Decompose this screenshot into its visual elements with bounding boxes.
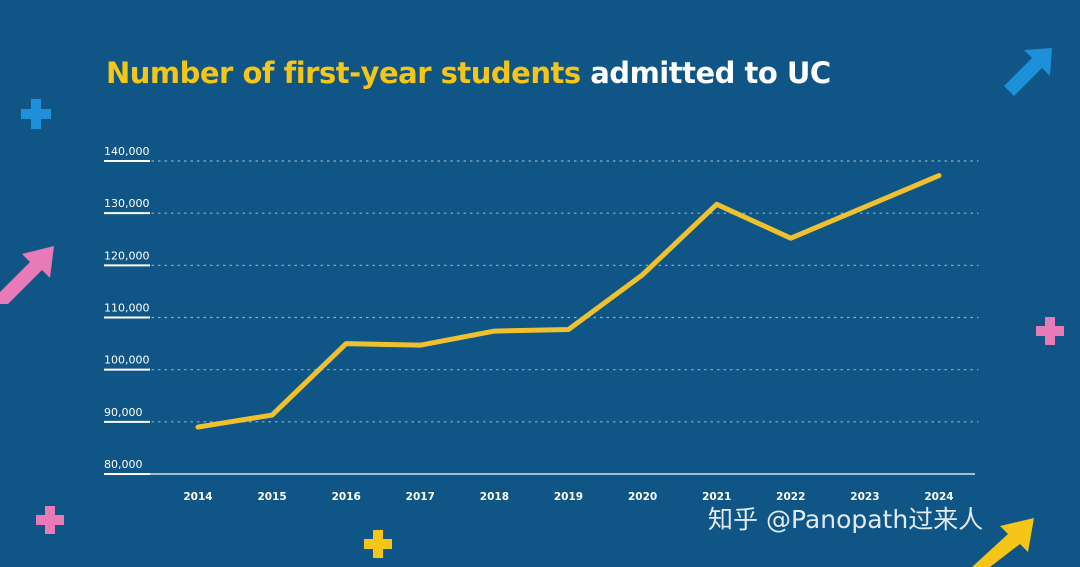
y-tick-label: 100,000 xyxy=(104,354,150,367)
y-tick-label: 130,000 xyxy=(104,197,150,210)
chart-title: Number of first-year students admitted t… xyxy=(106,56,831,90)
plus-icon xyxy=(1036,317,1064,345)
x-tick-label: 2022 xyxy=(776,491,805,503)
y-tick-label: 140,000 xyxy=(104,145,150,158)
x-tick-label: 2021 xyxy=(702,491,731,503)
x-tick-label: 2019 xyxy=(554,491,583,503)
x-tick-label: 2023 xyxy=(850,491,879,503)
x-tick-label: 2024 xyxy=(924,491,953,503)
arrow-up-right-icon xyxy=(0,246,54,304)
y-tick-label: 90,000 xyxy=(104,406,143,419)
y-tick-label: 120,000 xyxy=(104,249,150,262)
x-tick-label: 2017 xyxy=(406,491,435,503)
plus-icon xyxy=(36,506,64,534)
x-tick-label: 2020 xyxy=(628,491,657,503)
plus-icon xyxy=(21,99,51,129)
x-tick-label: 2015 xyxy=(257,491,286,503)
arrow-up-right-icon xyxy=(972,518,1034,567)
x-tick-label: 2016 xyxy=(332,491,361,503)
watermark: 知乎 @Panopath过来人 xyxy=(708,505,984,534)
arrow-up-right-icon xyxy=(1004,48,1052,96)
x-tick-label: 2014 xyxy=(183,491,212,503)
chart-title-rest: admitted to UC xyxy=(590,56,831,90)
x-tick-label: 2018 xyxy=(480,491,509,503)
y-tick-label: 80,000 xyxy=(104,458,143,471)
plus-icon xyxy=(364,530,392,558)
y-tick-label: 110,000 xyxy=(104,302,150,315)
chart-title-highlight: Number of first-year students xyxy=(106,56,581,90)
